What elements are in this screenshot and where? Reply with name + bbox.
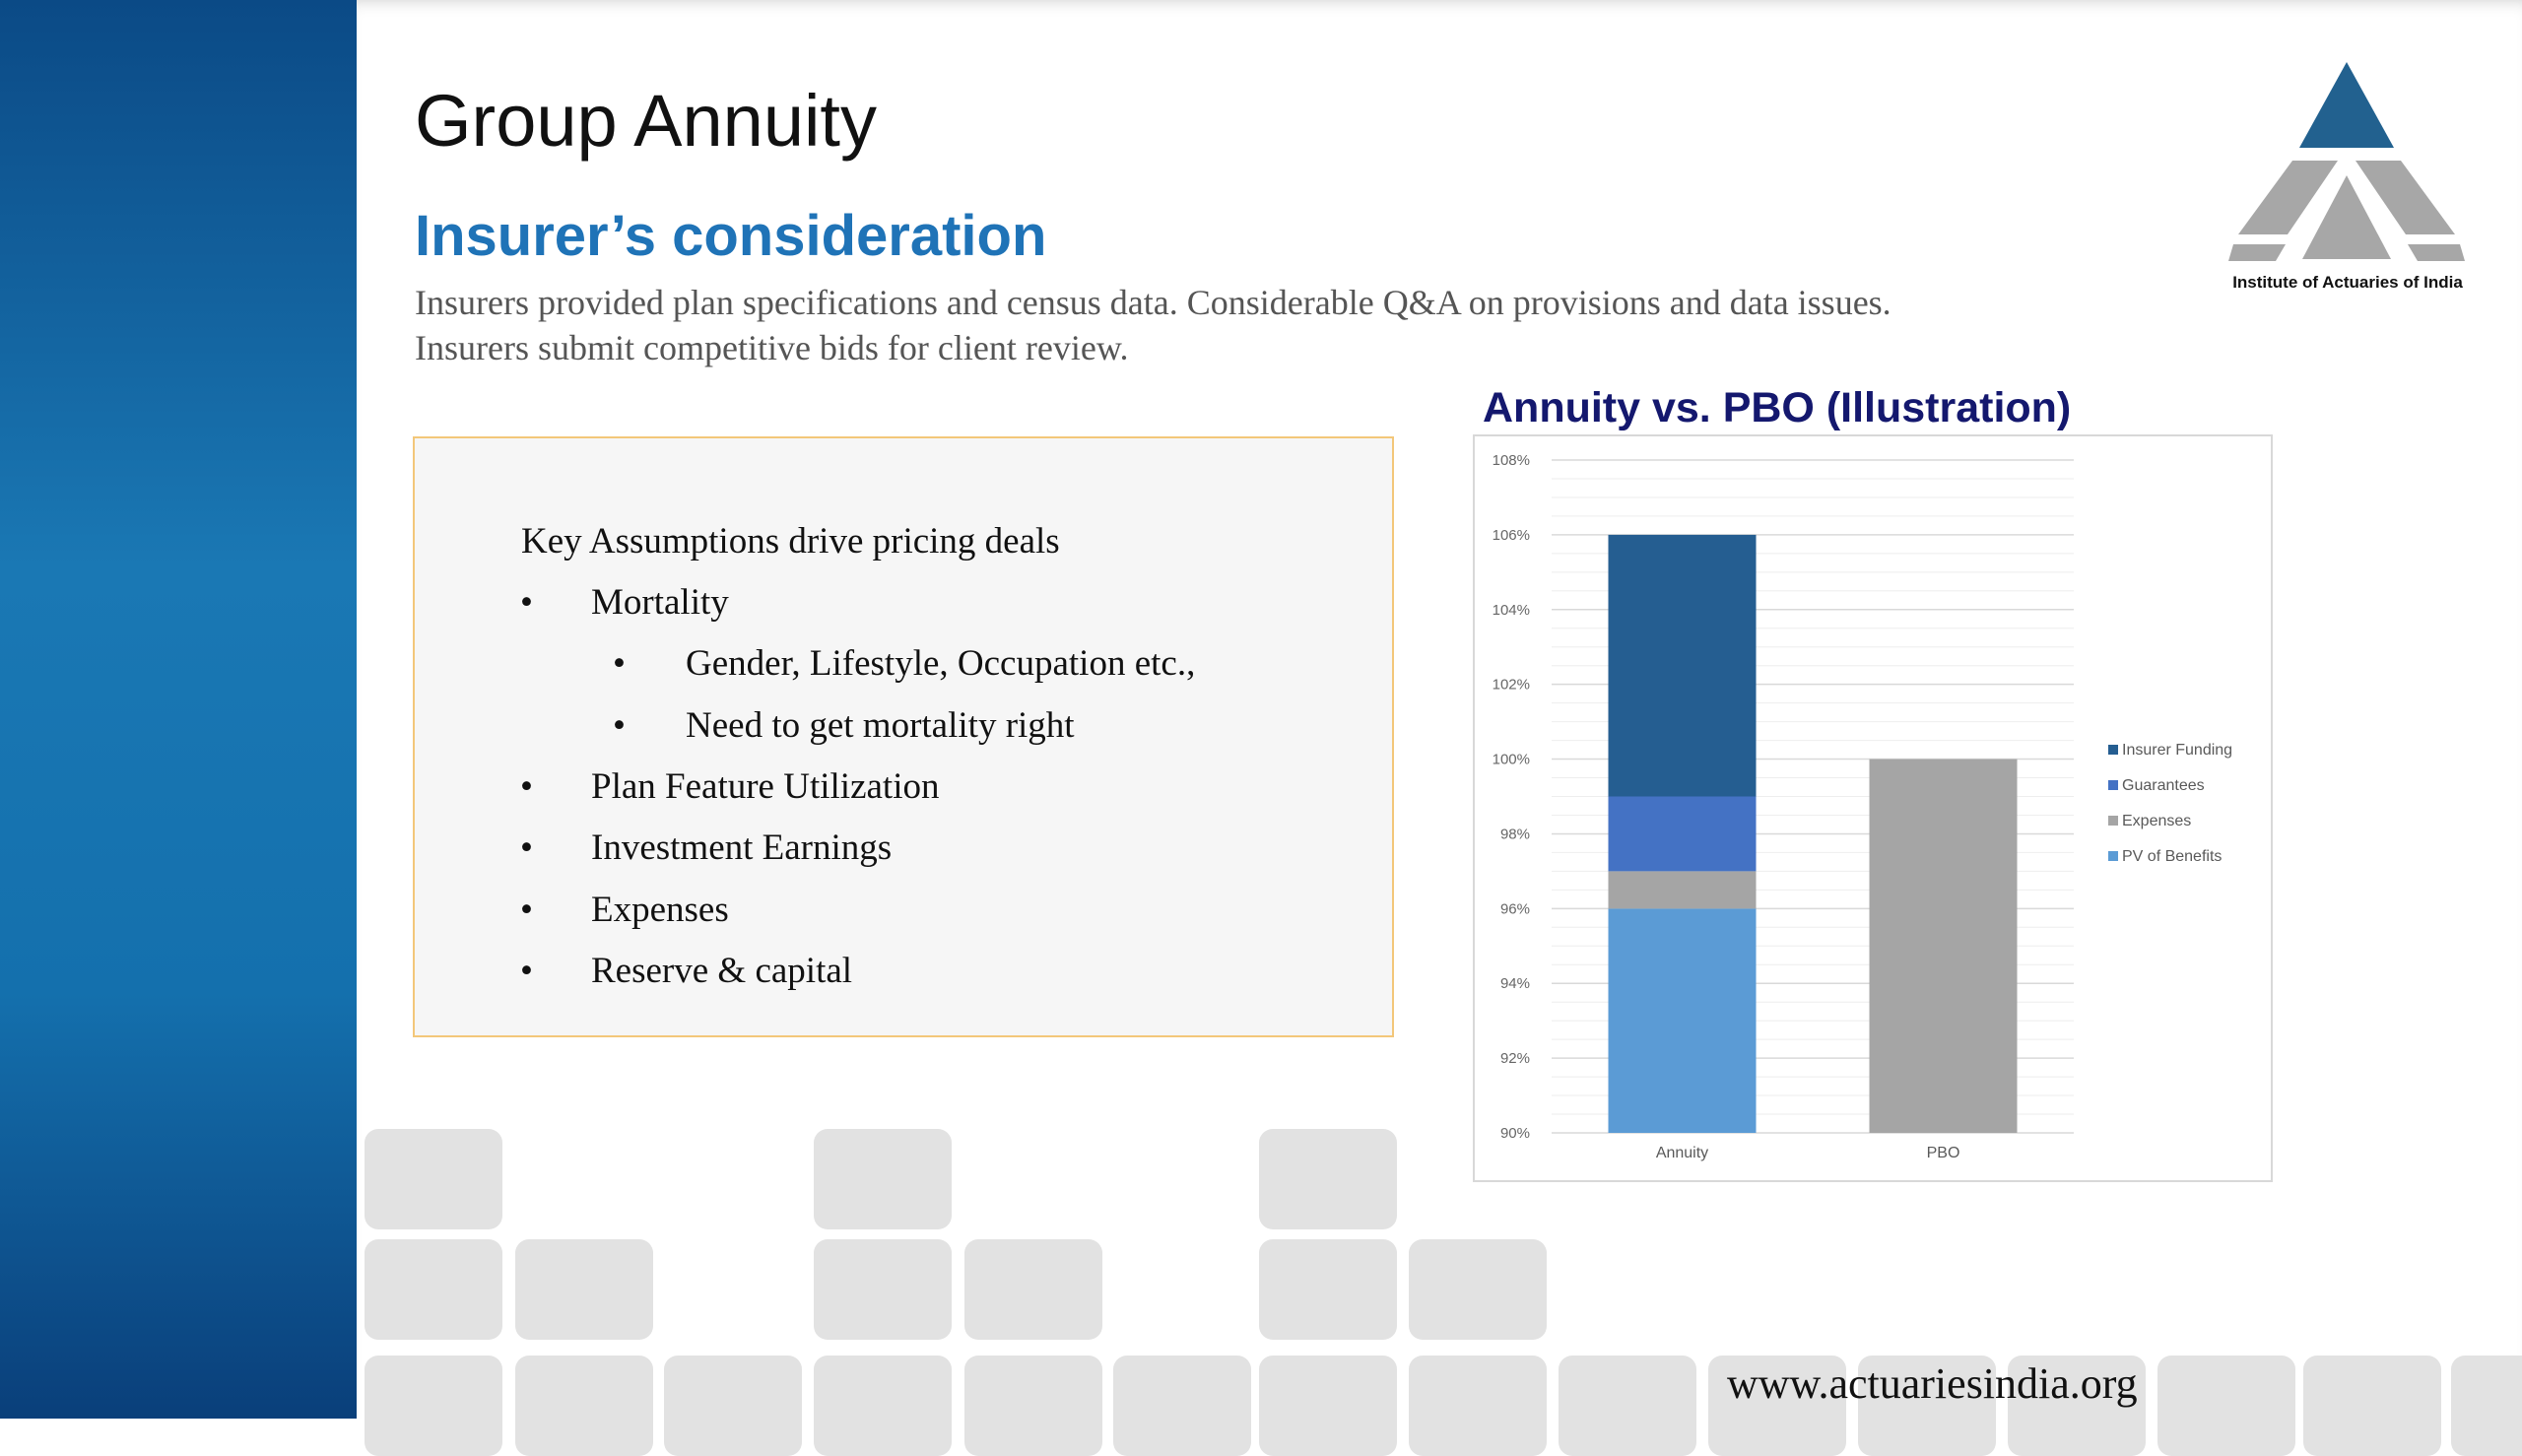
assumption-text: Gender, Lifestyle, Occupation etc., [686,643,1196,685]
y-tick-label: 108% [1493,452,1530,469]
intro-line: Insurers submit competitive bids for cli… [415,328,1129,367]
slide-title: Group Annuity [415,80,877,162]
intro-text: Insurers provided plan specifications an… [415,280,2040,370]
legend-swatch [2108,780,2118,790]
bullet-dot: • [520,582,533,623]
x-category-label: Annuity [1656,1145,1708,1161]
bullet-dot: • [613,643,626,685]
stacked-bar-chart: 90% 92% 94% 96% 98% 100% 102% 104% 106% 108% Annui… [1493,452,2232,1161]
bullet-dot: • [520,889,533,930]
legend-label: PV of Benefits [2122,848,2222,865]
side-color-band [0,0,357,1419]
iai-triangle-logo-icon [2228,62,2465,261]
logo-right-base [2408,244,2465,261]
bar-segment-insurer-funding [1608,534,1757,797]
bar-segment-pv-of-benefits [1608,908,1757,1133]
bar-segment-expenses [1608,871,1757,909]
bar-segment-expenses [1869,759,2018,1133]
intro-line: Insurers provided plan specifications an… [415,283,1892,322]
legend-label: Guarantees [2122,777,2205,794]
legend-swatch [2108,745,2118,755]
y-tick-label: 96% [1500,900,1530,917]
y-tick-label: 100% [1493,752,1530,768]
legend-swatch [2108,851,2118,861]
logo-center-segment [2302,175,2391,259]
bar-segment-guarantees [1608,796,1757,872]
y-tick-label: 94% [1500,975,1530,992]
y-tick-label: 104% [1493,602,1530,619]
logo-left-base [2228,244,2286,261]
website-url: www.actuariesindia.org [1727,1359,2138,1408]
assumption-text: Plan Feature Utilization [591,765,940,807]
chart-title: Annuity vs. PBO (Illustration) [1483,384,2072,431]
y-tick-label: 92% [1500,1050,1530,1067]
legend-swatch [2108,816,2118,826]
assumption-text: Need to get mortality right [686,704,1075,746]
legend-label: Expenses [2122,813,2191,829]
y-tick-label: 102% [1493,677,1530,694]
bullet-dot: • [520,827,533,869]
logo-apex-triangle [2299,62,2394,148]
x-category-label: PBO [1927,1145,1960,1161]
legend-label: Insurer Funding [2122,742,2232,759]
bullet-dot: • [613,704,626,746]
y-tick-label: 98% [1500,826,1530,842]
logo-right-segment [2356,161,2455,234]
assumption-text: Investment Earnings [591,827,893,869]
bullet-dot: • [520,765,533,807]
assumption-text: Expenses [591,889,729,930]
y-tick-label: 106% [1493,527,1530,544]
y-tick-label: 90% [1500,1125,1530,1142]
logo-left-segment [2238,161,2338,234]
assumption-text: Mortality [591,582,729,623]
assumptions-heading: Key Assumptions drive pricing deals [521,521,1060,562]
assumptions-box [413,436,1394,1037]
slide-subtitle: Insurer’s consideration [415,204,1047,268]
bullet-dot: • [520,950,533,991]
logo-caption: Institute of Actuaries of India [2232,273,2463,292]
assumption-text: Reserve & capital [591,950,853,991]
